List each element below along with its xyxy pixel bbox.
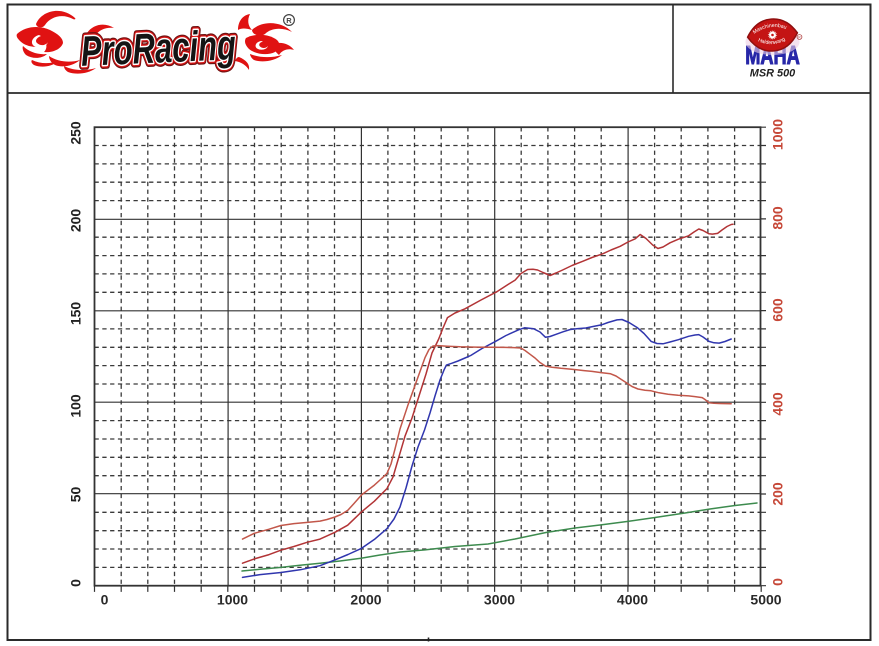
- svg-text:0: 0: [68, 579, 84, 587]
- svg-text:R: R: [798, 36, 801, 40]
- svg-text:400: 400: [770, 392, 786, 416]
- svg-text:0: 0: [770, 578, 786, 586]
- svg-text:3000: 3000: [484, 592, 515, 608]
- svg-text:MSR 500: MSR 500: [750, 68, 795, 80]
- svg-text:200: 200: [770, 482, 786, 506]
- svg-text:ProRacing: ProRacing: [80, 20, 237, 75]
- svg-text:100: 100: [68, 394, 84, 418]
- svg-text:200: 200: [68, 209, 84, 233]
- svg-text:2000: 2000: [350, 592, 381, 608]
- svg-text:0: 0: [101, 592, 109, 608]
- svg-text:R: R: [286, 16, 292, 25]
- svg-text:4000: 4000: [617, 592, 648, 608]
- svg-text:50: 50: [68, 487, 84, 503]
- svg-text:1000: 1000: [770, 119, 786, 150]
- svg-text:150: 150: [68, 302, 84, 326]
- svg-text:600: 600: [770, 298, 786, 322]
- svg-text:5000: 5000: [750, 592, 781, 608]
- svg-text:ProRacing: ProRacing: [80, 20, 237, 75]
- svg-text:ProRacing: ProRacing: [80, 20, 237, 75]
- svg-text:800: 800: [770, 206, 786, 230]
- svg-text:ProRacing: ProRacing: [80, 20, 237, 75]
- svg-text:250: 250: [68, 121, 84, 145]
- svg-text:1000: 1000: [217, 592, 248, 608]
